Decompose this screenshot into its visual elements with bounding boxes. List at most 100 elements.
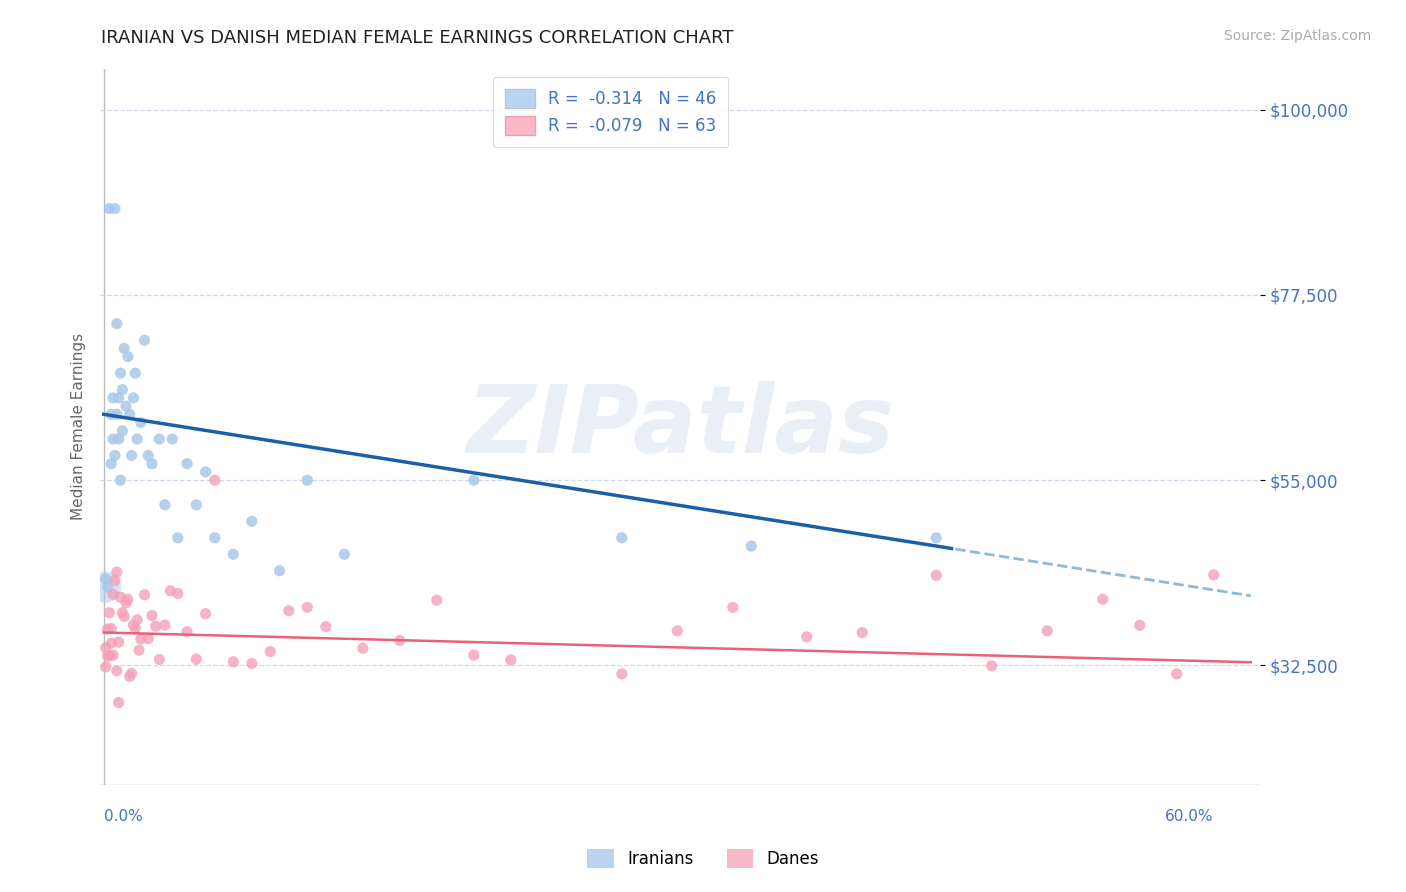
Point xyxy=(925,568,948,582)
Legend: R =  -0.314   N = 46, R =  -0.079   N = 63: R = -0.314 N = 46, R = -0.079 N = 63 xyxy=(494,77,728,147)
Point xyxy=(122,391,145,405)
Point xyxy=(118,669,141,683)
Point xyxy=(112,609,135,624)
Point xyxy=(277,604,299,618)
Point xyxy=(121,449,143,463)
Point xyxy=(148,652,170,666)
Point xyxy=(128,643,150,657)
Point xyxy=(94,572,117,586)
Point xyxy=(499,653,522,667)
Point xyxy=(1036,624,1059,638)
Point xyxy=(176,624,198,639)
Text: ZIPatlas: ZIPatlas xyxy=(465,381,894,473)
Point xyxy=(98,606,121,620)
Point xyxy=(98,202,121,216)
Point xyxy=(352,641,374,656)
Point xyxy=(100,636,122,650)
Point xyxy=(463,473,485,487)
Point xyxy=(259,644,281,658)
Point xyxy=(100,457,122,471)
Point xyxy=(162,432,184,446)
Point xyxy=(94,640,117,655)
Point xyxy=(117,592,139,607)
Point xyxy=(222,547,245,561)
Point xyxy=(1129,618,1152,632)
Point xyxy=(105,317,128,331)
Point xyxy=(159,583,181,598)
Point xyxy=(136,449,159,463)
Point xyxy=(107,696,129,710)
Point xyxy=(980,658,1002,673)
Text: Source: ZipAtlas.com: Source: ZipAtlas.com xyxy=(1223,29,1371,43)
Point xyxy=(186,652,208,666)
Point xyxy=(129,632,152,646)
Point xyxy=(153,618,176,632)
Point xyxy=(1091,592,1114,607)
Point xyxy=(121,666,143,681)
Point xyxy=(166,531,188,545)
Point xyxy=(194,465,217,479)
Point xyxy=(186,498,208,512)
Point xyxy=(111,606,134,620)
Point xyxy=(388,633,411,648)
Point xyxy=(96,580,118,594)
Y-axis label: Median Female Earnings: Median Female Earnings xyxy=(72,333,86,520)
Point xyxy=(269,564,291,578)
Point xyxy=(122,618,145,632)
Point xyxy=(111,424,134,438)
Point xyxy=(107,391,129,405)
Point xyxy=(136,632,159,646)
Point xyxy=(96,622,118,636)
Point xyxy=(101,391,124,405)
Point xyxy=(98,648,121,663)
Point xyxy=(204,473,226,487)
Point xyxy=(104,202,127,216)
Point xyxy=(194,607,217,621)
Point xyxy=(851,625,873,640)
Point xyxy=(721,600,744,615)
Point xyxy=(141,457,163,471)
Point xyxy=(110,366,132,380)
Point xyxy=(1166,667,1188,681)
Point xyxy=(105,664,128,678)
Point xyxy=(94,580,117,594)
Point xyxy=(222,655,245,669)
Point xyxy=(463,648,485,662)
Point xyxy=(740,539,762,553)
Point xyxy=(110,473,132,487)
Text: IRANIAN VS DANISH MEDIAN FEMALE EARNINGS CORRELATION CHART: IRANIAN VS DANISH MEDIAN FEMALE EARNINGS… xyxy=(101,29,734,46)
Point xyxy=(141,608,163,623)
Point xyxy=(111,383,134,397)
Point xyxy=(100,622,122,636)
Point xyxy=(1202,568,1225,582)
Point xyxy=(100,407,122,421)
Point xyxy=(426,593,449,607)
Point xyxy=(796,630,818,644)
Point xyxy=(610,666,633,681)
Point xyxy=(555,827,578,841)
Point xyxy=(101,648,124,663)
Point xyxy=(153,498,176,512)
Point xyxy=(118,407,141,421)
Point xyxy=(112,342,135,356)
Point xyxy=(204,531,226,545)
Point xyxy=(107,432,129,446)
Point xyxy=(925,531,948,545)
Point xyxy=(105,407,128,421)
Point xyxy=(124,621,146,635)
Point xyxy=(104,449,127,463)
Point xyxy=(117,350,139,364)
Point xyxy=(96,648,118,663)
Point xyxy=(101,587,124,601)
Point xyxy=(315,620,337,634)
Point xyxy=(240,514,263,528)
Point xyxy=(134,333,156,347)
Point xyxy=(107,635,129,649)
Point xyxy=(101,432,124,446)
Point xyxy=(127,613,149,627)
Point xyxy=(115,399,138,413)
Point xyxy=(297,600,319,615)
Point xyxy=(104,574,127,588)
Point xyxy=(666,624,689,638)
Point xyxy=(176,457,198,471)
